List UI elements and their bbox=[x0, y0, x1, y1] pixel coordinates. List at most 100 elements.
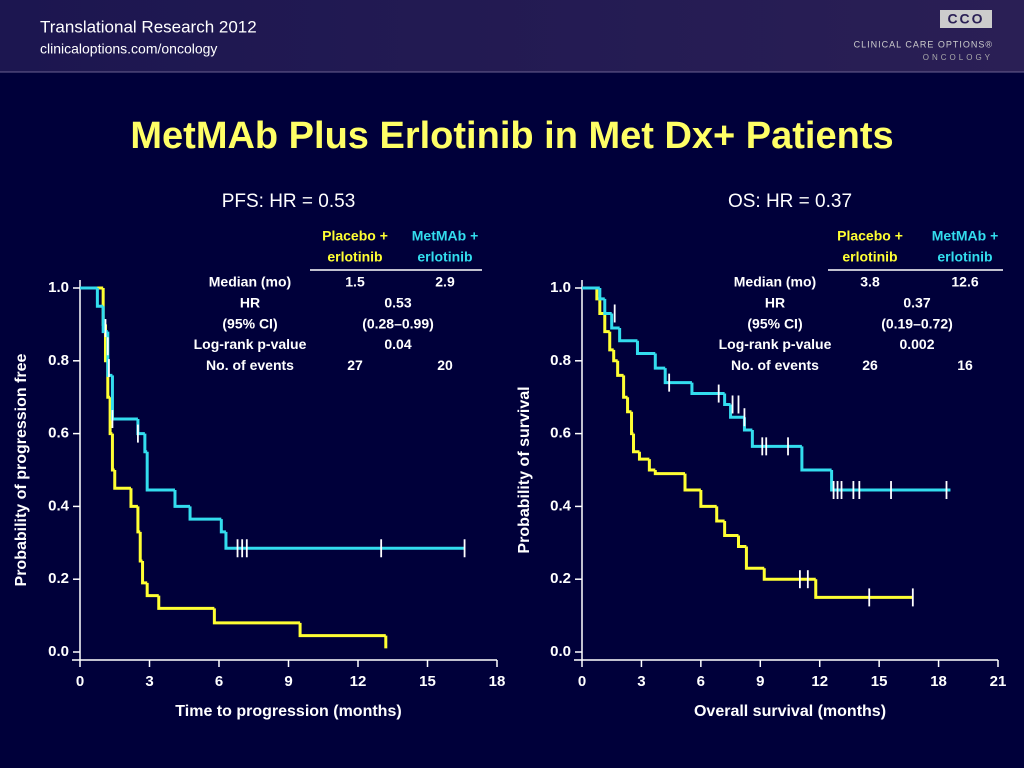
km-step bbox=[113, 470, 131, 490]
x-axis-label: Time to progression (months) bbox=[175, 703, 401, 720]
y-tick-label: 0.4 bbox=[48, 497, 70, 514]
y-tick-label: 0.2 bbox=[48, 570, 69, 587]
y-axis-label: Probability of progression free bbox=[13, 353, 30, 586]
y-tick-label: 1.0 bbox=[550, 279, 571, 296]
km-step bbox=[736, 535, 747, 548]
table-cell: 20 bbox=[437, 357, 453, 373]
km-step bbox=[830, 470, 951, 492]
y-tick-label: 1.0 bbox=[48, 279, 69, 296]
km-step bbox=[224, 531, 465, 550]
y-tick-label: 0.6 bbox=[48, 425, 69, 442]
table-header: Placebo + bbox=[322, 228, 388, 244]
y-tick-label: 0.0 bbox=[550, 643, 571, 660]
table-cell: (0.19–0.72) bbox=[881, 315, 953, 331]
km-step bbox=[173, 490, 191, 508]
table-cell: (95% CI) bbox=[222, 315, 277, 331]
km-step bbox=[663, 368, 692, 385]
y-axis-label: Probability of survival bbox=[516, 386, 533, 553]
km-step bbox=[744, 546, 765, 570]
km-step bbox=[750, 429, 802, 448]
km-step bbox=[635, 340, 656, 356]
km-step bbox=[653, 470, 686, 476]
table-cell: Median (mo) bbox=[209, 274, 291, 290]
table-cell: Median (mo) bbox=[734, 274, 816, 290]
x-tick-label: 21 bbox=[990, 673, 1007, 690]
conference: Translational Research 2012 bbox=[40, 17, 257, 36]
table-cell: 3.8 bbox=[860, 274, 880, 290]
km-step bbox=[141, 561, 148, 585]
km-step bbox=[800, 446, 832, 472]
km-step bbox=[129, 488, 138, 508]
km-step bbox=[212, 608, 301, 625]
x-tick-label: 12 bbox=[350, 673, 367, 690]
km-step bbox=[145, 451, 175, 492]
x-tick-label: 9 bbox=[284, 673, 292, 690]
km-step bbox=[219, 519, 226, 534]
km-step bbox=[598, 288, 605, 301]
brand: CLINICAL CARE OPTIONS® bbox=[854, 39, 993, 49]
x-axis-label: Overall survival (months) bbox=[694, 703, 886, 720]
table-cell: Log-rank p-value bbox=[194, 336, 307, 352]
km-step bbox=[723, 520, 739, 538]
x-tick-label: 6 bbox=[697, 673, 705, 690]
km-step bbox=[598, 298, 605, 315]
table-header: MetMAb + bbox=[412, 228, 479, 244]
km-step bbox=[188, 506, 222, 521]
km-step bbox=[145, 582, 159, 598]
y-tick-label: 0.8 bbox=[48, 352, 69, 369]
y-tick-label: 0.8 bbox=[550, 352, 571, 369]
km-step bbox=[729, 404, 745, 419]
km-step bbox=[298, 622, 386, 638]
table-header: MetMAb + bbox=[932, 228, 999, 244]
km-step bbox=[690, 382, 725, 396]
x-tick-label: 18 bbox=[489, 673, 506, 690]
table-cell: 27 bbox=[347, 357, 363, 373]
km-step bbox=[723, 393, 731, 406]
table-cell: (0.28–0.99) bbox=[362, 315, 434, 331]
table-header: Placebo + bbox=[837, 228, 903, 244]
x-tick-label: 9 bbox=[756, 673, 764, 690]
km-step bbox=[762, 568, 816, 581]
table-cell: Log-rank p-value bbox=[719, 336, 832, 352]
table-cell: 0.04 bbox=[384, 336, 411, 352]
km-step bbox=[603, 313, 610, 334]
x-tick-label: 15 bbox=[871, 673, 888, 690]
table-cell: 0.37 bbox=[903, 295, 930, 311]
table-cell: No. of events bbox=[206, 357, 294, 373]
table-cell: HR bbox=[240, 295, 260, 311]
km-step bbox=[683, 473, 701, 492]
table-cell: No. of events bbox=[731, 357, 819, 373]
url: clinicaloptions.com/oncology bbox=[40, 41, 217, 57]
km-step bbox=[653, 353, 666, 370]
table-cell: 0.53 bbox=[384, 295, 411, 311]
table-header: erlotinib bbox=[327, 249, 382, 265]
chart-title: PFS: HR = 0.53 bbox=[222, 191, 356, 212]
x-tick-label: 3 bbox=[145, 673, 153, 690]
table-cell: 12.6 bbox=[951, 274, 978, 290]
table-cell: HR bbox=[765, 295, 785, 311]
chart-title: OS: HR = 0.37 bbox=[728, 191, 852, 212]
table-header: erlotinib bbox=[417, 249, 472, 265]
x-tick-label: 6 bbox=[215, 673, 223, 690]
x-tick-label: 12 bbox=[811, 673, 828, 690]
table-cell: 16 bbox=[957, 357, 973, 373]
table-header: erlotinib bbox=[937, 249, 992, 265]
brand-sub: ONCOLOGY bbox=[923, 53, 993, 62]
x-tick-label: 0 bbox=[578, 673, 586, 690]
table-cell: (95% CI) bbox=[747, 315, 802, 331]
x-tick-label: 18 bbox=[930, 673, 947, 690]
x-tick-label: 3 bbox=[637, 673, 645, 690]
table-cell: 2.9 bbox=[435, 274, 455, 290]
logo: CCO bbox=[947, 11, 984, 27]
header-band bbox=[0, 0, 1024, 72]
km-step bbox=[632, 433, 640, 454]
km-step bbox=[95, 288, 104, 308]
km-step bbox=[699, 490, 717, 508]
y-tick-label: 0.2 bbox=[550, 570, 571, 587]
km-step bbox=[610, 313, 620, 330]
km-step bbox=[814, 579, 913, 599]
x-tick-label: 0 bbox=[76, 673, 84, 690]
